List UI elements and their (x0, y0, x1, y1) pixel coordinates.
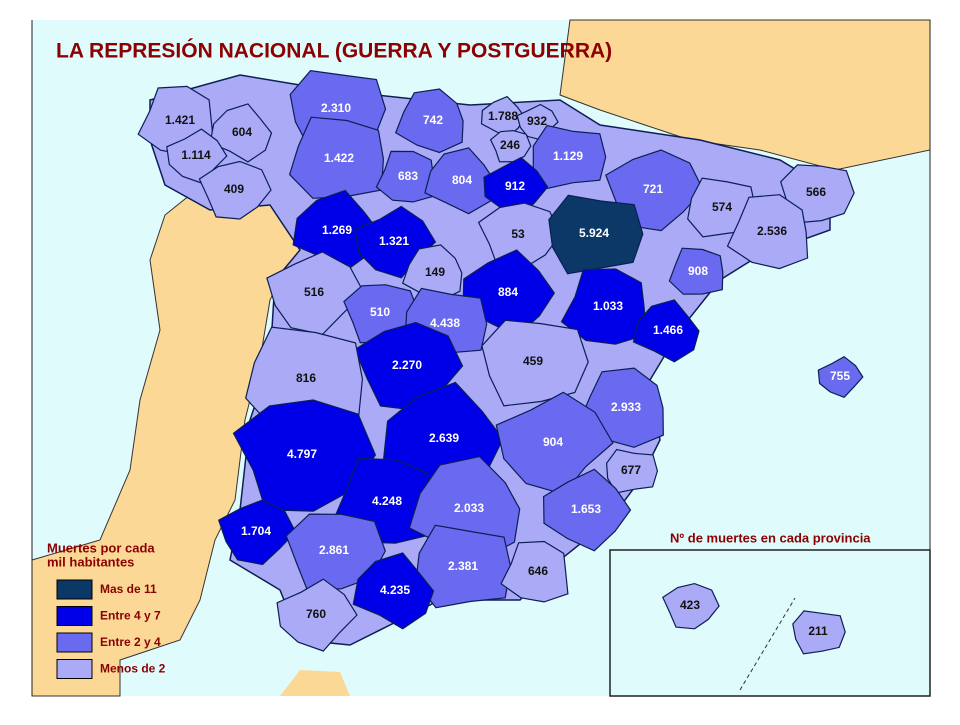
province-label: 742 (423, 113, 443, 127)
province (288, 116, 385, 199)
province-label: 683 (398, 169, 418, 183)
canary-inset (609, 549, 931, 697)
province-label: 516 (304, 285, 324, 299)
province (477, 202, 561, 269)
province (415, 524, 512, 609)
province-label: 149 (425, 265, 445, 279)
province (266, 251, 365, 336)
province-label: 1.466 (653, 323, 683, 337)
province-label: 211 (808, 624, 828, 638)
province (285, 513, 386, 592)
legend-title: Muertes por cada (47, 540, 155, 555)
province-label: 53 (511, 227, 525, 241)
province-label: 409 (224, 182, 244, 196)
legend-swatch (56, 606, 93, 626)
province-label: 4.248 (372, 494, 402, 508)
province-label: 1.422 (324, 151, 354, 165)
province (500, 540, 569, 603)
province-label: 908 (688, 264, 708, 278)
province (542, 468, 632, 552)
province-label: 1.653 (571, 502, 601, 516)
province (532, 124, 607, 190)
province-label: 604 (232, 125, 252, 139)
province (560, 268, 647, 345)
province-label: 1.704 (241, 524, 271, 538)
province-label: 884 (498, 285, 518, 299)
legend-title: mil habitantes (47, 554, 134, 569)
province-label: 1.269 (322, 223, 352, 237)
note: Nº de muertes en cada provincia (670, 530, 871, 545)
province (232, 399, 377, 512)
province (726, 194, 809, 270)
map-title: LA REPRESIÓN NACIONAL (GUERRA Y POSTGUER… (56, 39, 612, 63)
inset-divider (739, 597, 796, 691)
legend-label: Entre 4 y 7 (100, 609, 161, 623)
province (217, 499, 297, 566)
province-label: 804 (452, 173, 472, 187)
legend-swatch (56, 632, 93, 653)
province-label: 904 (543, 435, 563, 449)
province-label: 1.421 (165, 113, 195, 127)
province-label: 4.797 (287, 447, 317, 461)
province (548, 194, 644, 275)
province-label: 1.114 (181, 148, 211, 162)
province (792, 610, 846, 655)
province-label: 1.788 (488, 109, 518, 123)
province-label: 760 (306, 607, 326, 621)
legend-swatch (56, 659, 93, 679)
province (668, 247, 724, 295)
province-label: 246 (500, 138, 520, 152)
province (198, 160, 272, 220)
province-label: 2.861 (319, 543, 349, 557)
province (292, 189, 380, 273)
province-label: 510 (370, 305, 390, 319)
province-label: 2.270 (392, 358, 422, 372)
province (424, 147, 496, 215)
province (276, 578, 358, 652)
legend-label: Mas de 11 (100, 582, 157, 596)
province-label: 2.381 (448, 559, 478, 573)
africa (280, 670, 350, 696)
province-label: 677 (621, 463, 641, 477)
province-label: 4.235 (380, 583, 410, 597)
province-label: 1.033 (593, 299, 623, 313)
province-label: 1.129 (553, 149, 583, 163)
province-label: 912 (505, 179, 525, 193)
province-label: 2.933 (611, 400, 641, 414)
legend-swatch (56, 579, 93, 600)
province-label: 5.924 (579, 226, 609, 240)
province (209, 103, 273, 163)
province-label: 459 (523, 354, 543, 368)
province-label: 2.310 (321, 101, 351, 115)
legend-label: Menos de 2 (100, 662, 166, 676)
province-label: 721 (643, 182, 663, 196)
province-label: 932 (527, 114, 547, 128)
province-label: 755 (830, 369, 850, 383)
legend-label: Entre 2 y 4 (100, 635, 161, 649)
province (352, 552, 435, 630)
province-label: 816 (296, 371, 316, 385)
province (375, 150, 435, 203)
province-label: 2.033 (454, 501, 484, 515)
province (394, 88, 464, 154)
province-label: 646 (528, 564, 548, 578)
province (632, 299, 700, 363)
province-label: 1.321 (379, 234, 409, 248)
province-label: 566 (806, 185, 826, 199)
province-label: 423 (680, 598, 700, 612)
province (605, 448, 659, 494)
province (817, 355, 864, 399)
province (662, 582, 720, 630)
province-label: 574 (712, 200, 732, 214)
province-label: 4.438 (430, 316, 460, 330)
province-label: 2.536 (757, 224, 787, 238)
province-label: 2.639 (429, 431, 459, 445)
